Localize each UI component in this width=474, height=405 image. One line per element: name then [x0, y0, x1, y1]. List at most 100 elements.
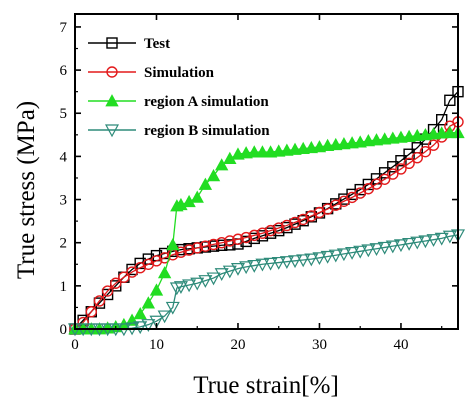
data-point-circle	[427, 139, 440, 151]
data-point-triangle-down	[190, 277, 205, 291]
data-point-triangle-down	[434, 232, 449, 246]
data-point-circle	[232, 233, 244, 245]
plot-frame	[74, 13, 459, 330]
data-point-triangle-down	[165, 301, 180, 315]
data-point-circle	[101, 285, 114, 297]
data-point-triangle-up	[190, 190, 204, 203]
legend-label: Simulation	[144, 65, 215, 81]
data-point-triangle-down	[296, 254, 311, 268]
x-tick-label: 20	[230, 337, 245, 353]
x-tick-label: 40	[393, 337, 408, 353]
series-line	[74, 121, 459, 330]
data-point-triangle-down	[393, 239, 408, 253]
y-axis-title: True stress (MPa)	[13, 101, 40, 279]
data-point-square	[106, 37, 118, 49]
data-point-triangle-up	[157, 266, 172, 279]
data-point-triangle-down	[442, 230, 457, 244]
data-point-triangle-down	[410, 236, 425, 250]
series-region-b-simulation	[67, 229, 466, 337]
data-point-square	[240, 235, 252, 248]
data-point-circle	[207, 238, 220, 251]
data-point-circle	[93, 295, 106, 307]
series-simulation	[69, 116, 464, 335]
data-point-square	[101, 288, 114, 301]
data-point-triangle-down	[271, 256, 286, 270]
data-point-circle	[256, 227, 269, 239]
data-point-triangle-up	[149, 283, 164, 296]
axes-layer: 0 10 20 30 40 0 1 2 3 4 5 6 7	[60, 13, 459, 353]
data-point-triangle-down	[182, 279, 197, 293]
data-point-circle	[110, 277, 122, 289]
y-tick-label: 2	[60, 236, 68, 252]
data-point-circle	[264, 224, 277, 237]
data-point-triangle-down	[361, 244, 376, 258]
x-tick-label: 10	[149, 337, 164, 353]
data-point-circle	[403, 157, 415, 170]
data-point-triangle-down	[288, 255, 303, 269]
data-point-triangle-down	[345, 247, 360, 260]
data-point-circle	[378, 173, 391, 185]
data-point-circle	[395, 163, 407, 175]
data-point-triangle-down	[255, 258, 270, 272]
data-point-triangle-down	[222, 265, 237, 279]
y-tick-label: 3	[60, 193, 68, 209]
legend-label: region B simulation	[144, 123, 270, 139]
data-point-triangle-down	[173, 281, 188, 294]
data-point-triangle-down	[279, 256, 294, 269]
x-tick-label: 0	[71, 337, 79, 353]
legend-label: Test	[144, 36, 170, 52]
data-point-triangle-up	[255, 145, 270, 158]
data-point-circle	[419, 145, 432, 158]
data-point-triangle-down	[312, 252, 327, 266]
data-point-triangle-down	[239, 261, 254, 275]
data-point-square	[378, 167, 391, 179]
data-point-circle	[248, 229, 260, 242]
data-point-triangle-up	[247, 145, 261, 158]
data-point-triangle-down	[104, 124, 120, 138]
data-point-circle	[387, 168, 399, 180]
data-point-triangle-up	[215, 158, 229, 171]
legend-item: Simulation	[88, 65, 215, 81]
data-point-triangle-down	[169, 282, 184, 296]
data-point-circle	[411, 151, 423, 164]
data-point-triangle-down	[214, 268, 229, 282]
data-point-triangle-down	[418, 235, 433, 249]
series-line	[75, 234, 459, 330]
data-point-circle	[175, 246, 187, 258]
data-point-triangle-down	[230, 262, 245, 276]
data-point-triangle-down	[157, 310, 172, 324]
data-point-circle	[273, 222, 285, 234]
series-region-a-simulation	[68, 125, 465, 335]
data-point-triangle-up	[206, 168, 221, 182]
legend: Test Simulation region A simulation region …	[88, 36, 270, 139]
data-point-triangle-down	[198, 275, 213, 288]
data-point-circle	[199, 240, 212, 252]
data-point-triangle-down	[247, 259, 262, 273]
data-point-square	[387, 161, 399, 173]
data-point-triangle-down	[141, 319, 156, 332]
legend-item: Test	[88, 36, 170, 52]
data-point-square	[224, 239, 236, 251]
data-point-triangle-down	[320, 250, 335, 264]
data-point-circle	[85, 306, 97, 318]
data-point-triangle-up	[443, 125, 457, 139]
data-point-triangle-down	[377, 241, 392, 255]
legend-item: region B simulation	[88, 123, 270, 139]
data-point-square	[436, 114, 448, 126]
data-point-triangle-up	[141, 296, 156, 309]
data-point-square	[395, 155, 407, 167]
data-point-triangle-down	[328, 249, 343, 263]
data-point-circle	[118, 271, 130, 283]
data-point-triangle-down	[304, 253, 319, 267]
series-layer	[67, 85, 466, 337]
data-point-square	[248, 232, 260, 245]
data-point-triangle-down	[402, 237, 417, 251]
data-point-triangle-down	[353, 245, 368, 259]
data-point-triangle-up	[105, 94, 119, 107]
data-point-circle	[191, 242, 203, 254]
data-point-triangle-down	[149, 315, 164, 329]
data-point-triangle-down	[426, 234, 441, 247]
y-tick-label: 7	[60, 20, 68, 36]
data-point-triangle-down	[206, 272, 221, 286]
data-point-circle	[240, 231, 252, 244]
